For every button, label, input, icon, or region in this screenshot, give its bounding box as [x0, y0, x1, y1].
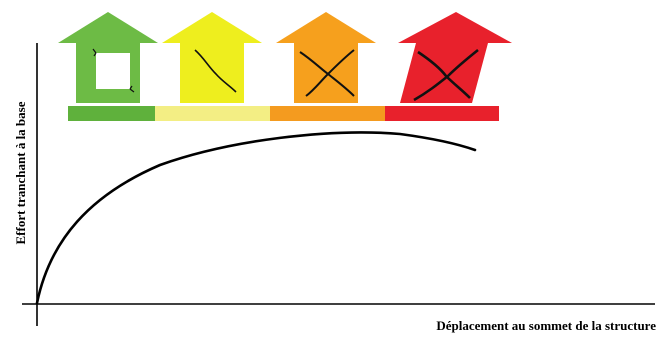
damage-bar-segment-2 — [155, 106, 270, 121]
damage-bar-segment-1 — [68, 106, 155, 121]
house-icon-damage-4 — [398, 12, 512, 103]
y-axis-label: Effort tranchant à la base — [13, 101, 28, 244]
capacity-curve — [35, 131, 477, 305]
house-icon-damage-2 — [162, 12, 262, 103]
damage-color-bar — [68, 106, 499, 121]
damage-bar-segment-3 — [270, 106, 385, 121]
house-icon-damage-1 — [58, 12, 158, 103]
house-icon-damage-3 — [276, 12, 376, 103]
damage-bar-segment-4 — [385, 106, 499, 121]
x-axis-label: Déplacement au sommet de la structure — [436, 318, 656, 333]
